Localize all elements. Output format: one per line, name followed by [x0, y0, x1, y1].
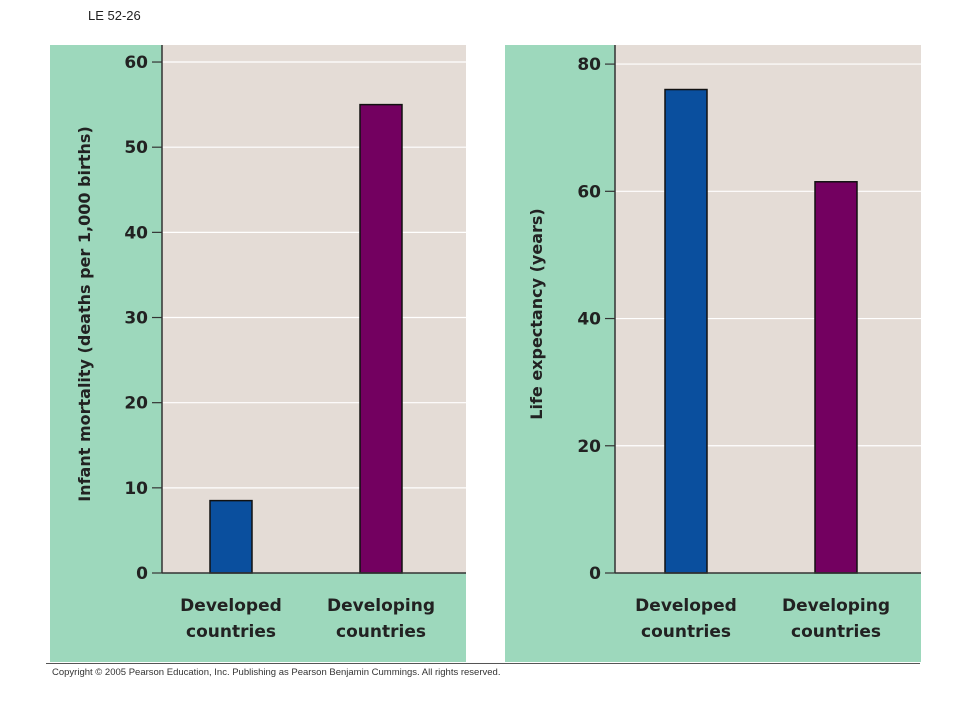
- chart1-y-axis-title: Infant mortality (deaths per 1,000 birth…: [75, 126, 94, 502]
- chart1-y-tick-label: 60: [124, 53, 148, 73]
- chart1-y-tick-label: 50: [124, 138, 148, 158]
- chart2-y-tick-label: 60: [577, 182, 601, 202]
- chart1-y-tick-label: 20: [124, 394, 148, 414]
- figure-label: LE 52-26: [88, 8, 141, 23]
- chart1-plot-background: [162, 45, 466, 573]
- chart1-category-label: Developing countries: [327, 596, 435, 642]
- chart1-bar-developing: [359, 103, 403, 574]
- chart2-y-axis-title: Life expectancy (years): [527, 208, 546, 419]
- chart2-plot-background: [615, 45, 921, 573]
- chart2-y-tick-label: 20: [577, 437, 601, 457]
- chart1-category-label: Developed countries: [180, 596, 282, 642]
- chart1-y-tick-label: 40: [124, 223, 148, 243]
- chart1-bar-developed: [209, 499, 253, 574]
- chart2-category-label: Developing countries: [782, 596, 890, 642]
- copyright-notice: Copyright © 2005 Pearson Education, Inc.…: [52, 667, 501, 678]
- chart1-y-tick-label: 10: [124, 479, 148, 499]
- footer-divider: [46, 663, 920, 664]
- chart1-y-tick-label: 0: [136, 564, 148, 584]
- chart2-bar-developing: [814, 181, 858, 574]
- chart2-category-label: Developed countries: [635, 596, 737, 642]
- chart2-y-tick-label: 80: [577, 55, 601, 75]
- chart2-y-tick-label: 0: [589, 564, 601, 584]
- chart2-bar-developed: [664, 88, 708, 574]
- chart2-y-tick-label: 40: [577, 310, 601, 330]
- chart1-y-tick-label: 30: [124, 309, 148, 329]
